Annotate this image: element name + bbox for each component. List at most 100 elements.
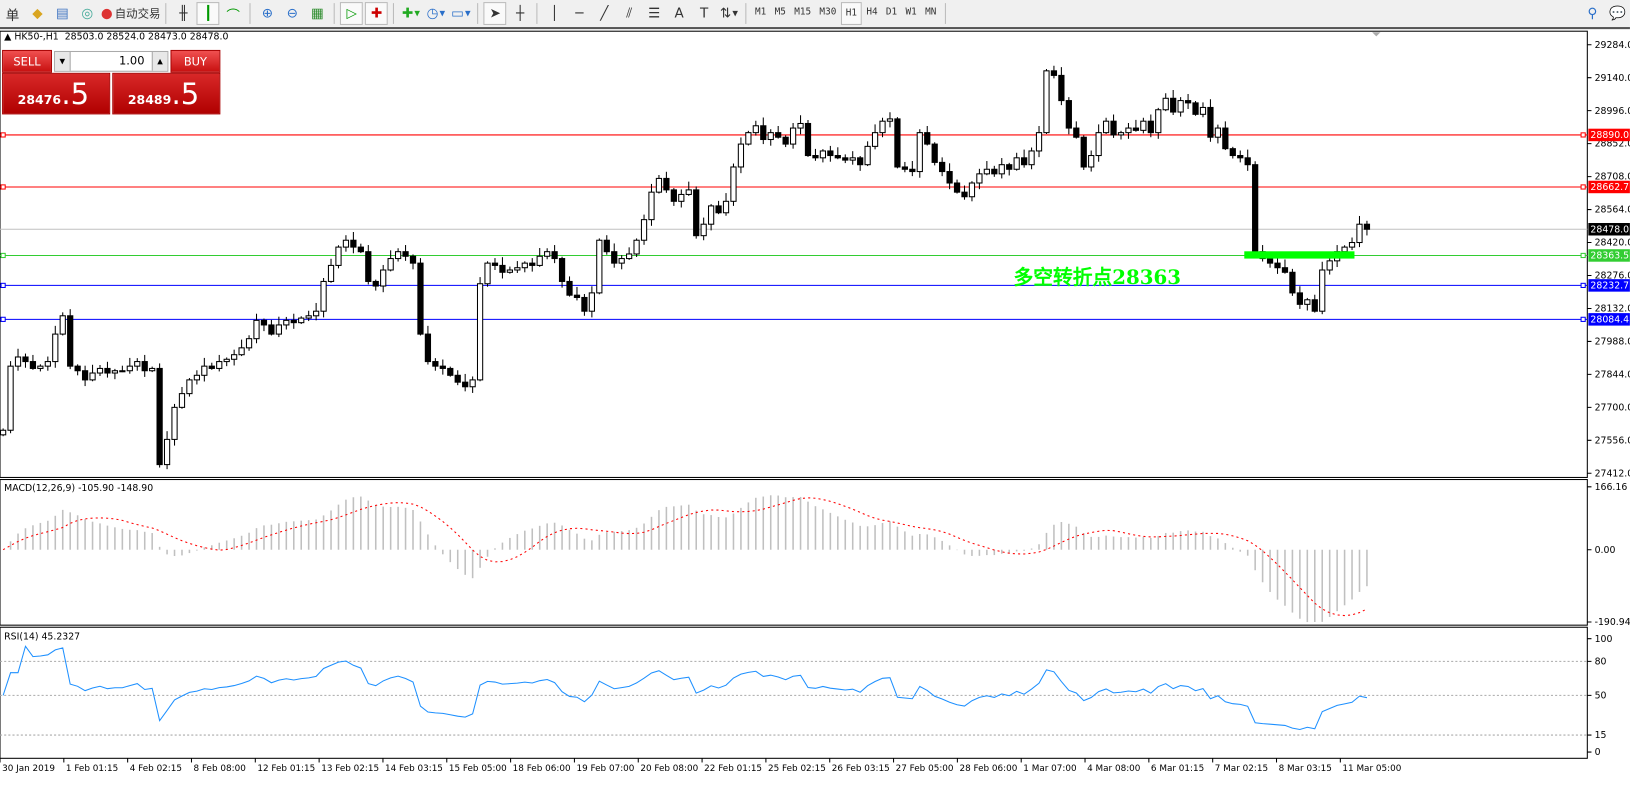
bull-candle [305, 315, 312, 319]
text-label-icon[interactable]: T [699, 5, 709, 22]
buy-button[interactable]: BUY [170, 49, 221, 73]
rsi-tick-label: 80 [1595, 656, 1607, 667]
data-window-icon[interactable]: ▤ [55, 5, 69, 22]
rsi-pane [0, 626, 1588, 759]
zoom-in-icon[interactable]: ⊕ [261, 5, 274, 22]
tile-windows-icon[interactable]: ▦ [311, 5, 324, 22]
cursor-icon[interactable]: ➤ [483, 2, 507, 25]
bear-candle [1363, 223, 1371, 230]
price-tick-label: 28276.0 [1595, 271, 1630, 282]
bull-candle [119, 370, 126, 373]
market-watch-icon[interactable]: ◆ [32, 5, 43, 22]
bear-candle [715, 205, 722, 214]
bear-candle [1296, 292, 1303, 305]
indicators-icon[interactable]: ✚ ▼ [401, 5, 420, 22]
price-tick-label: 28132.0 [1595, 304, 1630, 315]
bear-candle [611, 251, 618, 264]
increase-lot-button[interactable]: ▲ [151, 52, 168, 71]
chart-area[interactable]: 29284.0 29140.0 28996.0 28852.0 28708.0 28564… [0, 29, 1630, 806]
bear-candle [663, 177, 670, 191]
bear-candle [454, 374, 461, 383]
bull-candle [163, 438, 171, 466]
bear-candle [208, 365, 215, 369]
separator [944, 3, 946, 24]
time-axis-label: 8 Mar 03:15 [1279, 764, 1332, 774]
timeframe-h1-button[interactable]: H1 [840, 2, 863, 25]
bear-candle [1073, 127, 1080, 138]
bull-candle [1117, 132, 1125, 136]
bear-candle [81, 370, 89, 381]
bull-candle [1028, 150, 1035, 166]
level-price-label: 28232.7 [1590, 281, 1629, 292]
autotrade-label: 自动交易 [114, 7, 161, 21]
bear-candle [1147, 120, 1154, 134]
arrows-icon[interactable]: ⇅ ▼ [720, 5, 739, 22]
zoom-out-icon[interactable]: ⊖ [286, 5, 299, 22]
bear-candle [581, 296, 588, 312]
timeframe-w1-button[interactable]: W1 [905, 7, 917, 18]
chart-shift-icon[interactable]: ▷ [340, 2, 364, 25]
sell-price-button[interactable]: 28476.5 [2, 72, 111, 115]
vertical-line-icon[interactable]: │ [550, 5, 559, 22]
lot-size-value[interactable]: 1.00 [119, 54, 145, 68]
navigator-icon[interactable]: ◎ [81, 5, 94, 22]
fibonacci-icon[interactable]: ☰ [648, 5, 661, 22]
time-axis-label: 6 Mar 01:15 [1151, 764, 1204, 774]
time-axis-label: 25 Feb 02:15 [768, 764, 826, 774]
timeframe-m15-button[interactable]: M15 [794, 7, 812, 18]
bear-candle [402, 251, 409, 257]
bull-candle [1162, 97, 1169, 111]
chart-shift-marker [1372, 32, 1381, 37]
search-icon[interactable]: ⚲ [1587, 5, 1598, 22]
decrease-lot-button[interactable]: ▼ [55, 52, 71, 71]
bull-candle [521, 262, 528, 269]
bear-candle [1184, 100, 1192, 104]
timeframe-h4-button[interactable]: H4 [866, 7, 878, 18]
bull-candle [1319, 269, 1326, 312]
sell-button[interactable]: SELL [2, 49, 52, 73]
level-handle-right [1580, 252, 1586, 259]
level-handle-left [0, 132, 6, 138]
trendline-icon[interactable]: ╱ [600, 5, 609, 22]
timeframe-m5-button[interactable]: M5 [774, 7, 786, 18]
time-axis-label: 14 Feb 03:15 [385, 764, 443, 774]
timeframe-m1-button[interactable]: M1 [755, 7, 767, 18]
auto-scroll-icon[interactable]: ✚ [365, 2, 389, 25]
price-tick-label: 28420.0 [1595, 238, 1630, 249]
buy-price-button[interactable]: 28489.5 [112, 72, 221, 115]
bull-candle [849, 157, 856, 161]
text-icon[interactable]: A [674, 5, 684, 22]
equidistant-channel-icon[interactable]: ⫽ [626, 5, 633, 22]
chart-header: ▲ HK50-,H1 28503.0 28524.0 28473.0 28478… [4, 32, 229, 43]
toolbar: 单 ◆ ▤ ◎ ● 自动交易 ╫ ┃ ⌒ ⊕ ⊖ ▦ ▷ ✚ ✚ ▼ ◷ ▼ ▭ ▼ ➤… [0, 0, 1630, 30]
bear-candle [424, 333, 432, 363]
bar-chart-icon[interactable]: ╫ [179, 5, 188, 22]
autotrade-button[interactable]: ● 自动交易 [101, 2, 161, 25]
candlestick-chart-icon[interactable]: ┃ [196, 2, 220, 25]
time-axis-label: 20 Feb 08:00 [640, 764, 698, 774]
menu-partial-label[interactable]: 单 [5, 7, 20, 24]
bull-candle [149, 367, 156, 372]
templates-icon[interactable]: ▭ ▼ [451, 5, 471, 22]
line-chart-icon[interactable]: ⌒ [226, 7, 240, 24]
separator [536, 3, 538, 24]
bull-candle [253, 319, 260, 340]
bull-candle [380, 269, 387, 287]
timeframe-m30-button[interactable]: M30 [819, 7, 837, 18]
level-price-label: 28363.5 [1590, 251, 1629, 262]
bear-candle [104, 367, 111, 374]
timeframe-mn-button[interactable]: MN [925, 7, 937, 18]
chat-icon[interactable]: 💬 [1609, 5, 1626, 22]
bull-candle [886, 118, 894, 122]
lot-size-stepper[interactable]: ▼ 1.00 ▲ [54, 50, 169, 72]
price-tick-label: 27700.0 [1595, 402, 1630, 413]
crosshair-icon[interactable]: ┼ [516, 5, 525, 22]
timeframe-d1-button[interactable]: D1 [885, 7, 898, 18]
periods-clock-icon[interactable]: ◷ ▼ [426, 5, 446, 22]
bear-candle [1192, 102, 1199, 115]
bull-candle [1140, 120, 1147, 131]
rsi-tick-label: 50 [1595, 690, 1607, 701]
time-axis-label: 12 Feb 01:15 [257, 764, 315, 774]
horizontal-line-icon[interactable]: ─ [575, 5, 584, 22]
bear-candle [804, 122, 812, 157]
